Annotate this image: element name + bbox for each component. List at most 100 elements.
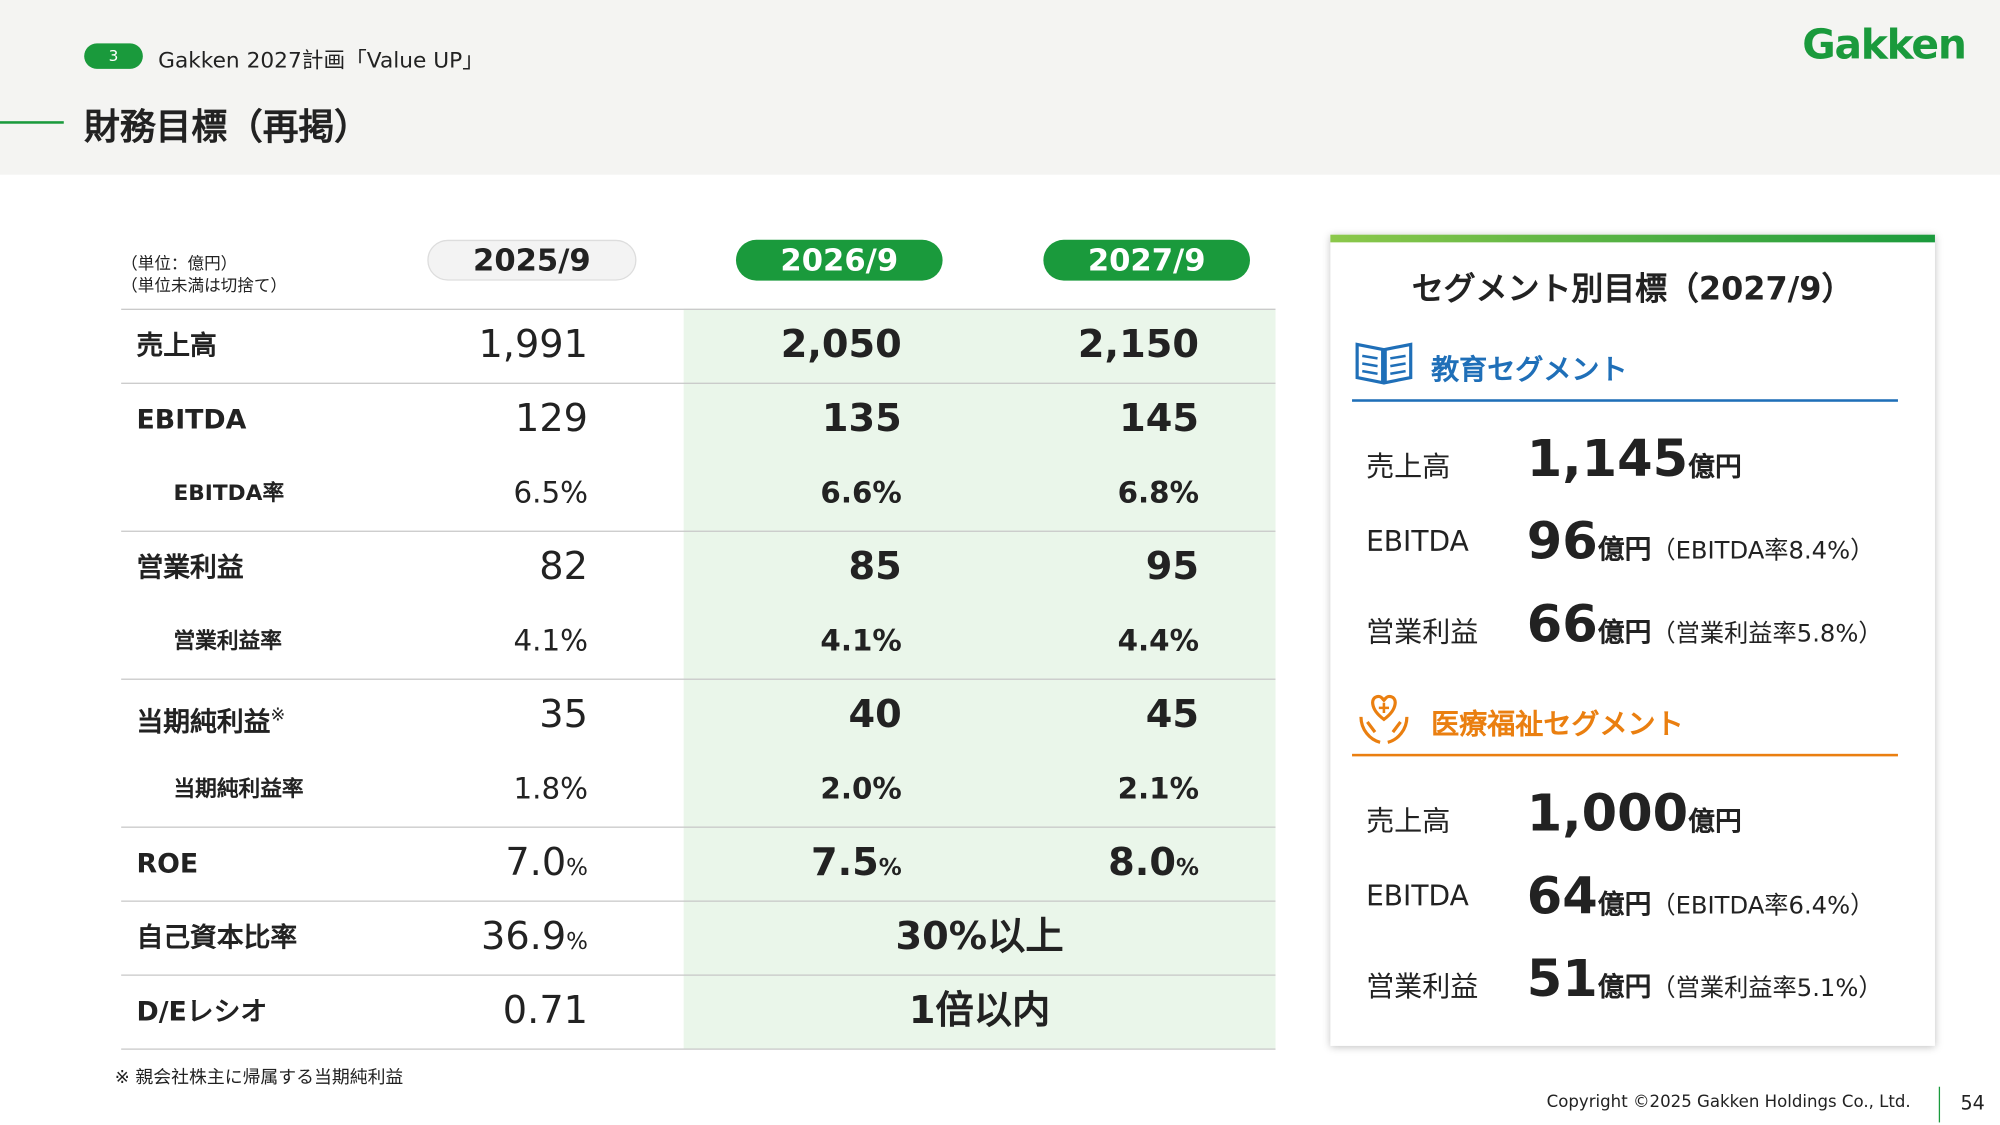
- table-cell: 4.1%: [513, 605, 588, 679]
- segment-rule: [1352, 753, 1898, 756]
- cell-value: 2.0%: [820, 772, 902, 807]
- cell-value: 4.4%: [1117, 624, 1199, 659]
- cell-unit: %: [566, 854, 589, 882]
- unit-note: （単位：億円）: [121, 255, 238, 275]
- cell-value: 4.1%: [513, 624, 589, 659]
- table-cell: 129: [515, 383, 588, 457]
- item-value: 66億円（営業利益率5.8%）: [1527, 597, 1883, 662]
- cell-value: 0.71: [502, 988, 589, 1034]
- value-unit: 億円: [1688, 451, 1742, 483]
- table-cell: 2,050: [781, 309, 902, 383]
- table-cell: 30%以上: [684, 901, 1276, 975]
- item-label: 営業利益: [1366, 971, 1479, 1004]
- table-cell: 6.5%: [513, 457, 588, 531]
- table-cell: 2,150: [1078, 309, 1199, 383]
- cell-value: 8.0: [1108, 840, 1176, 886]
- table-cell: 135: [822, 383, 902, 457]
- row-label: EBITDA率: [173, 457, 284, 531]
- item-value: 64億円（EBITDA率6.4%）: [1527, 869, 1875, 934]
- item-label: 売上高: [1366, 806, 1451, 839]
- item-value: 96億円（EBITDA率8.4%）: [1527, 514, 1875, 579]
- segment-name: 医療福祉セグメント: [1431, 709, 1684, 742]
- cell-value: 2,150: [1077, 322, 1199, 368]
- item-value: 1,145億円: [1527, 431, 1742, 495]
- cell-value: 2,050: [780, 322, 902, 368]
- cell-value: 1.8%: [513, 772, 589, 807]
- row-label: 当期純利益率: [173, 753, 303, 827]
- row-rule: [121, 826, 1276, 828]
- segment-rule: [1352, 399, 1898, 402]
- cell-value: 36.9: [480, 914, 567, 960]
- label-text: 自己資本比率: [136, 922, 298, 953]
- value-unit: 億円: [1597, 971, 1652, 1003]
- cell-value: 2.1%: [1117, 772, 1199, 807]
- row-rule: [121, 678, 1276, 680]
- table-cell: 4.1%: [820, 605, 901, 679]
- item-label: 売上高: [1366, 451, 1451, 484]
- label-text: 売上高: [136, 330, 217, 361]
- label-text: 営業利益: [136, 552, 244, 583]
- label-text: D/Eレシオ: [136, 996, 268, 1027]
- header-band: [0, 0, 2000, 175]
- label-mark: ※: [270, 705, 286, 726]
- cell-value: 1,991: [478, 322, 589, 368]
- cell-value: 7.0: [505, 840, 567, 886]
- page-number: 54: [1960, 1091, 1985, 1115]
- panel-title: セグメント別目標（2027/9）: [1411, 270, 1854, 308]
- cell-value: 135: [821, 396, 902, 442]
- copyright: Copyright ©2025 Gakken Holdings Co., Ltd…: [1546, 1093, 1911, 1113]
- row-label: 自己資本比率: [136, 901, 297, 975]
- table-cell: 36.9%: [481, 901, 588, 980]
- footer-divider: [1938, 1086, 1941, 1123]
- table-cell: 85: [849, 531, 902, 605]
- table-cell: 7.0%: [505, 827, 588, 906]
- table-cell: 45: [1146, 679, 1199, 753]
- cell-value: 6.8%: [1117, 477, 1199, 511]
- cell-unit: %: [1175, 854, 1199, 882]
- table-cell: 82: [539, 531, 588, 605]
- table-cell: 145: [1119, 383, 1199, 457]
- cell-value: 30%以上: [895, 914, 1064, 960]
- section-badge: 3: [84, 43, 143, 69]
- table-cell: 40: [849, 679, 902, 753]
- table-cell: 8.0%: [1108, 827, 1199, 906]
- label-text: EBITDA: [136, 404, 247, 435]
- table-cell: 1,991: [478, 309, 588, 383]
- table-cell: 7.5%: [811, 827, 902, 906]
- item-value: 1,000億円: [1527, 786, 1742, 850]
- cell-unit: %: [878, 854, 902, 882]
- panel-top-bar: [1330, 234, 1935, 243]
- cell-value: 40: [848, 692, 902, 738]
- table-cell: 6.8%: [1118, 457, 1199, 531]
- value-unit: 億円: [1688, 806, 1742, 837]
- row-label: EBITDA: [136, 383, 246, 457]
- value-note: （営業利益率5.1%）: [1651, 974, 1883, 1003]
- row-rule: [121, 974, 1276, 976]
- label-text: 当期純利益率: [173, 776, 304, 803]
- table-cell: 35: [539, 679, 588, 753]
- value-note: （EBITDA率6.4%）: [1651, 891, 1875, 920]
- value-unit: 億円: [1597, 534, 1652, 566]
- row-label: 売上高: [136, 309, 216, 383]
- value: 1,000: [1526, 784, 1689, 844]
- cell-value: 145: [1119, 396, 1199, 442]
- row-rule: [121, 382, 1276, 384]
- value: 64: [1526, 867, 1598, 927]
- cell-unit: %: [566, 928, 589, 956]
- healthcare-icon: [1359, 694, 1409, 744]
- footnote: ※ 親会社株主に帰属する当期純利益: [114, 1067, 404, 1089]
- cell-value: 6.5%: [513, 477, 589, 511]
- table-cell: 1倍以内: [684, 974, 1276, 1048]
- item-label: EBITDA: [1366, 881, 1469, 914]
- table-cell: 95: [1146, 531, 1199, 605]
- row-rule: [121, 308, 1276, 310]
- section-title: Gakken 2027計画「Value UP」: [158, 48, 484, 74]
- cell-value: 7.5: [810, 840, 879, 886]
- value: 51: [1526, 950, 1598, 1009]
- label-text: 当期純利益: [136, 706, 271, 738]
- column-header: 2027/9: [1043, 239, 1250, 281]
- value-unit: 億円: [1597, 889, 1652, 920]
- table-cell: 4.4%: [1118, 605, 1199, 679]
- value-note: （EBITDA率8.4%）: [1651, 536, 1875, 566]
